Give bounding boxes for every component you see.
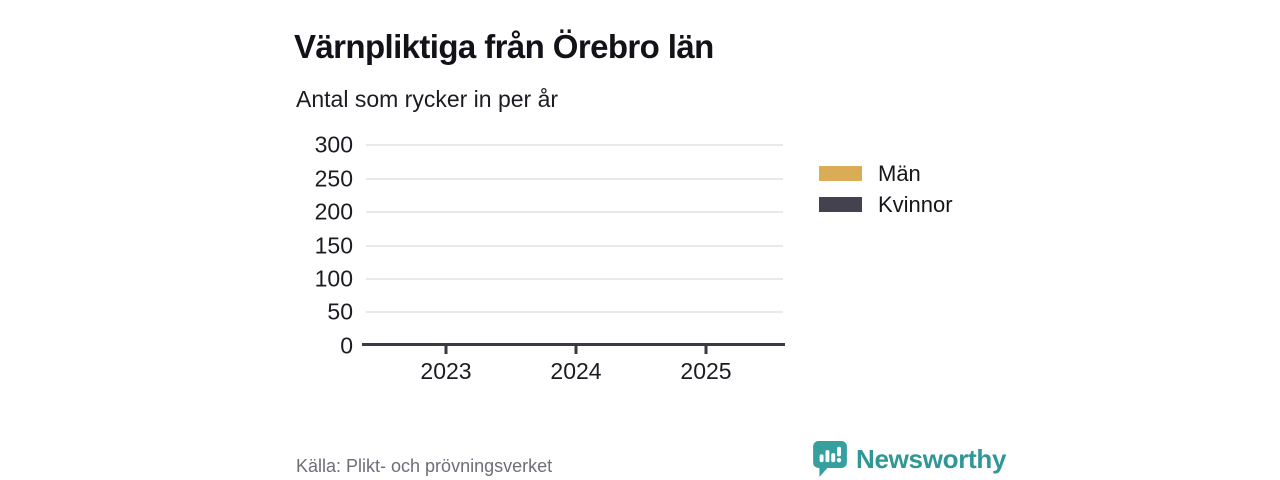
y-tick-label: 0 xyxy=(340,332,353,359)
chart-subtitle: Antal som rycker in per år xyxy=(296,86,559,112)
y-tick-label: 250 xyxy=(314,165,353,191)
legend-item-men: Män xyxy=(819,162,953,184)
plot-area: 300 250 200 150 100 50 0 2023 2024 2025 xyxy=(315,133,785,383)
y-tick-label: 100 xyxy=(314,265,353,292)
x-tick-label: 2023 xyxy=(420,358,472,384)
gridline xyxy=(366,177,783,180)
gridline xyxy=(366,278,783,280)
y-tick-label: 50 xyxy=(327,298,353,325)
gridline xyxy=(366,311,783,314)
x-tick-label: 2024 xyxy=(550,358,602,384)
legend-label: Män xyxy=(878,160,921,186)
x-axis-line xyxy=(362,343,785,346)
gridline xyxy=(366,244,783,247)
x-tick xyxy=(704,346,708,354)
y-tick-label: 150 xyxy=(314,232,353,258)
newsworthy-wordmark: Newsworthy xyxy=(856,444,1007,474)
gridline xyxy=(366,144,783,146)
legend-label: Kvinnor xyxy=(878,191,953,217)
legend-item-women: Kvinnor xyxy=(819,193,953,215)
x-tick xyxy=(444,346,448,354)
legend: Män Kvinnor xyxy=(819,162,953,228)
chart-title: Värnpliktiga från Örebro län xyxy=(294,28,714,66)
source-note: Källa: Plikt- och prövningsverket xyxy=(296,456,553,476)
newsworthy-logo[interactable]: Newsworthy xyxy=(812,440,1006,478)
x-tick xyxy=(574,346,578,354)
legend-swatch-women xyxy=(819,197,862,212)
gridline xyxy=(366,210,783,213)
legend-swatch-men xyxy=(819,166,862,181)
y-tick-label: 200 xyxy=(314,198,353,225)
speech-bubble-bar-chart-icon xyxy=(812,440,848,478)
x-tick-label: 2025 xyxy=(680,358,732,384)
y-tick-label: 300 xyxy=(314,131,353,158)
